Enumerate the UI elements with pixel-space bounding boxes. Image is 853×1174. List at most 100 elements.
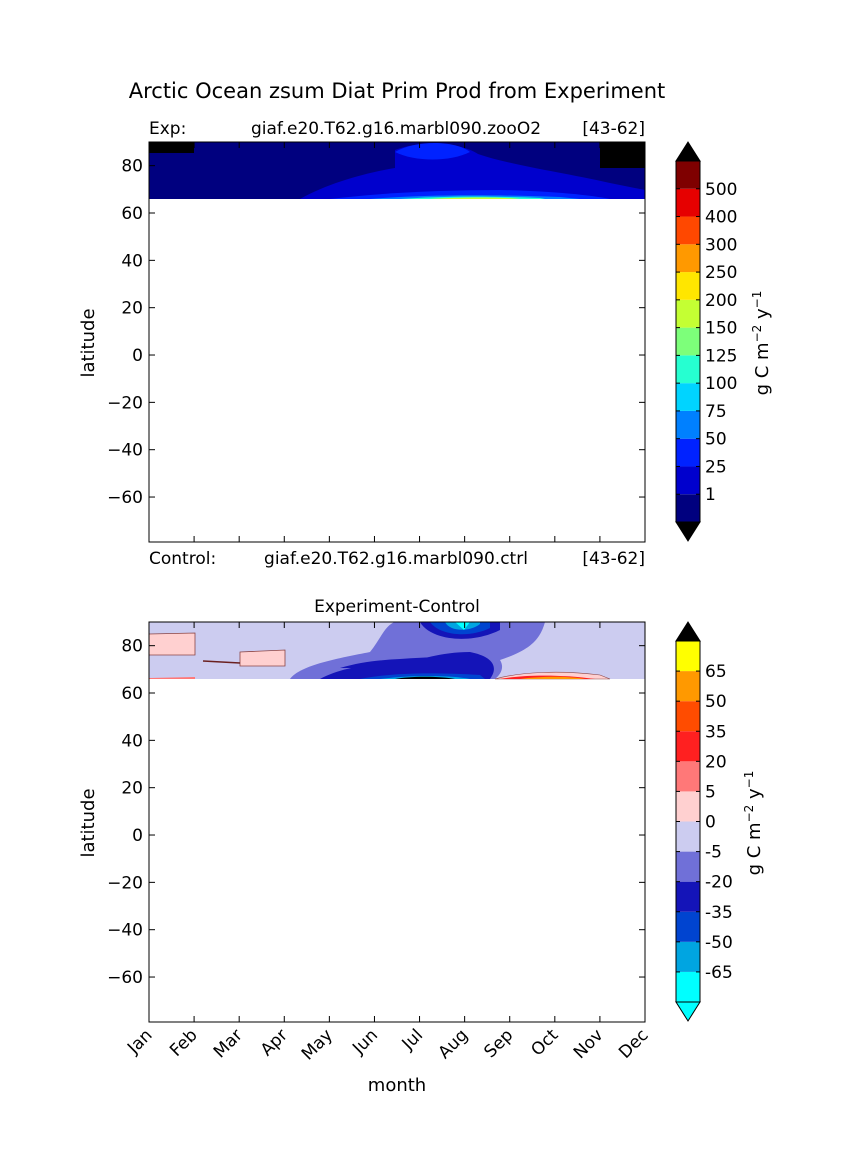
diff-x-axis-label: month (368, 1075, 426, 1096)
exp-y-axis: 80 60 40 20 0 −20 −40 −60 (107, 157, 645, 508)
exp-colorbar-level-label: 75 (705, 402, 727, 422)
exp-colorbar-band (676, 383, 700, 411)
exp-band-low (300, 143, 645, 199)
diff-colorbar-band (676, 821, 700, 852)
exp-ytick-label: 0 (132, 346, 143, 366)
difference-contour-plot (149, 622, 645, 680)
diff-colorbar-band (676, 791, 700, 822)
diff-colorbar-level-label: 5 (705, 782, 716, 802)
diff-colorbar-band (676, 941, 700, 972)
diff-pos-patch-west (149, 632, 196, 656)
diff-colorbar-band (676, 641, 700, 672)
diff-axes-frame (148, 621, 646, 1023)
exp-ytick-label: −20 (107, 393, 143, 413)
exp-colorbar-band (676, 244, 700, 273)
exp-colorbar-level-label: 250 (705, 263, 737, 283)
diff-colorbar-band (676, 731, 700, 762)
exp-colorbar-band (676, 299, 700, 328)
exp-colorbar-level-label: 125 (705, 346, 737, 366)
diff-ytick-label: 80 (121, 637, 143, 657)
month-tick-label: Dec (615, 1025, 652, 1062)
diff-colorbar-band (676, 671, 700, 702)
month-tick-label: Nov (570, 1025, 608, 1063)
exp-colorbar-frame (675, 160, 701, 523)
month-tick-label: Oct (527, 1025, 562, 1060)
exp-band-mid-north (395, 143, 470, 160)
exp-corner-west (149, 142, 194, 153)
control-case-name: giaf.e20.T62.g16.marbl090.ctrl (264, 549, 528, 569)
exp-ytick-label: 80 (121, 157, 143, 177)
exp-colorbar-level-label: 1 (705, 485, 716, 505)
diff-ytick-label: 0 (132, 826, 143, 846)
diff-north-neg-65 (455, 622, 470, 630)
exp-colorbar-level-label: 50 (705, 430, 727, 450)
diff-y-axis: 80 60 40 20 0 −20 −40 −60 (107, 637, 645, 988)
diff-ytick-label: 40 (121, 731, 143, 751)
diff-ytick-label: −20 (107, 873, 143, 893)
month-tick-label: Aug (435, 1025, 473, 1063)
diff-colorbar-level-label: -65 (705, 963, 733, 983)
month-tick-label: Apr (257, 1025, 292, 1060)
diff-colorbar-over-arrow (675, 621, 701, 642)
diff-colorbar-level-label: 35 (705, 722, 727, 742)
diff-pos-strip-west (149, 677, 195, 679)
diff-ytick-label: 20 (121, 779, 143, 799)
diff-colorbar-band (676, 971, 700, 1002)
diff-x-axis: Jan Feb Mar Apr May Jun Jul Aug Sep Oct Nov Dec (123, 622, 653, 1064)
exp-colorbar-band (676, 272, 700, 300)
exp-ytick-label: 60 (121, 204, 143, 224)
month-tick-label: Jun (348, 1025, 382, 1059)
diff-band-neg-20-upper (340, 657, 470, 668)
diff-colorbar-label: g C m−2 y−1 (742, 771, 765, 876)
diff-colorbar-band (676, 911, 700, 942)
exp-colorbar-level-label: 500 (705, 180, 737, 200)
exp-colorbar-band (676, 494, 700, 522)
exp-ytick-label: −40 (107, 441, 143, 461)
diff-contour-line-mar (202, 660, 241, 664)
diff-colorbar-level-label: -50 (705, 933, 733, 953)
diff-ytick-label: −60 (107, 968, 143, 988)
exp-label: Exp: (149, 119, 186, 139)
exp-corner-east (600, 142, 645, 168)
figure-title: Arctic Ocean zsum Diat Prim Prod from Ex… (129, 79, 666, 103)
diff-colorbar-level-label: 65 (705, 662, 727, 682)
exp-colorbar-label: g C m−2 y−1 (750, 291, 773, 396)
diff-band-pos-50 (520, 676, 585, 679)
exp-colorbar-band (676, 410, 700, 439)
exp-colorbar-level-label: 150 (705, 319, 737, 339)
month-tick-label: May (298, 1025, 337, 1064)
diff-colorbar-band (676, 881, 700, 912)
diff-ytick-label: −40 (107, 921, 143, 941)
diff-y-axis-label: latitude (78, 788, 99, 857)
exp-colorbar-band (676, 216, 700, 245)
diff-colorbar-level-label: -20 (705, 873, 733, 893)
month-tick-label: Feb (166, 1025, 201, 1060)
diff-colorbar-band (676, 701, 700, 732)
diff-colorbar-level-label: 50 (705, 692, 727, 712)
diff-colorbar-under-arrow (675, 1001, 701, 1022)
control-years: [43-62] (582, 549, 645, 569)
diff-title: Experiment-Control (314, 597, 480, 617)
exp-colorbar-band (676, 466, 700, 495)
exp-colorbar-over-arrow (675, 141, 701, 162)
diff-colorbar-level-label: 0 (705, 813, 716, 833)
exp-axes-frame (148, 141, 646, 543)
month-tick-label: Mar (210, 1025, 247, 1062)
exp-colorbar-band (676, 327, 700, 356)
exp-colorbar-level-label: 25 (705, 457, 727, 477)
exp-colorbar-under-arrow (675, 521, 701, 542)
diff-ytick-label: 60 (121, 684, 143, 704)
month-tick-label: Jan (123, 1025, 156, 1058)
month-tick-label: Sep (480, 1025, 517, 1062)
exp-colorbar-band (676, 161, 700, 189)
exp-band-high-3 (430, 197, 520, 199)
exp-colorbar-level-label: 200 (705, 291, 737, 311)
exp-colorbar-band (676, 188, 700, 217)
exp-colorbar-band (676, 438, 700, 467)
exp-colorbar-band (676, 355, 700, 384)
diff-south-under (395, 676, 455, 679)
diff-colorbar-level-label: 20 (705, 752, 727, 772)
